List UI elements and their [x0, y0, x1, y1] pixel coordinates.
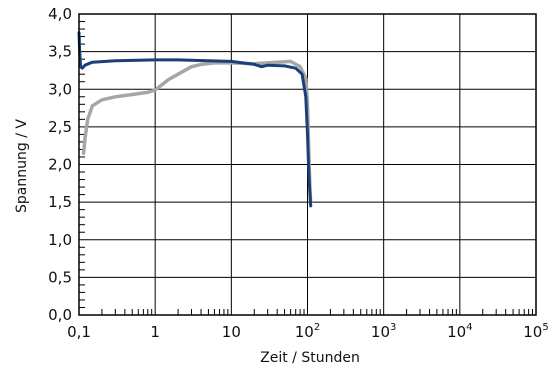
y-tick-label: 3,0 [48, 80, 72, 98]
x-tick-label: 0,1 [67, 323, 91, 341]
minor-ticks [79, 21, 534, 315]
y-tick-label: 3,5 [48, 43, 72, 61]
y-tick-label: 2,5 [48, 118, 72, 136]
x-tick-label: 105 [523, 322, 548, 341]
series-line-1 [81, 59, 313, 204]
y-tick-label: 1,5 [48, 193, 72, 211]
x-tick-label: 10 [222, 323, 241, 341]
x-tick-label: 1 [150, 323, 160, 341]
x-tick-labels: 0,1 1 10 102 103 104 105 [67, 322, 549, 341]
plot-frame [78, 13, 537, 316]
y-tick-label: 2,0 [48, 156, 72, 174]
y-tick-labels: 0,0 0,5 1,0 1,5 2,0 2,5 3,0 3,5 4,0 [48, 5, 72, 324]
y-tick-label: 0,5 [48, 268, 72, 286]
x-tick-label: 102 [295, 322, 320, 341]
y-tick-label: 0,0 [48, 306, 72, 324]
series-layer [77, 31, 313, 208]
y-tick-label: 1,0 [48, 231, 72, 249]
series-line-2 [77, 31, 313, 208]
y-axis-title: Spannung / V [14, 119, 30, 213]
x-tick-label: 104 [447, 322, 472, 341]
y-tick-label: 4,0 [48, 5, 72, 23]
x-tick-label: 103 [371, 322, 396, 341]
x-axis-title: Zeit / Stunden [260, 350, 360, 366]
